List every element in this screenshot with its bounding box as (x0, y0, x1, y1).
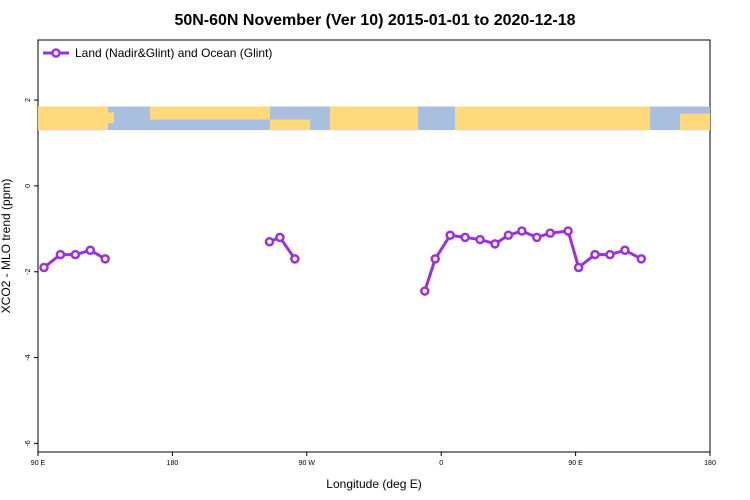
map-land-region (150, 106, 270, 120)
x-axis-label: Longitude (deg E) (326, 477, 421, 491)
series-layer (39, 226, 647, 296)
data-point (590, 249, 600, 260)
data-point (85, 245, 96, 256)
legend-entry-label: Land (Nadir&Glint) and Ocean (Glint) (75, 46, 272, 60)
data-point (490, 239, 500, 249)
map-land-region (455, 106, 650, 131)
data-point (545, 228, 555, 238)
data-point (55, 249, 66, 260)
data-point (475, 234, 485, 245)
x-tick-label: 90 W (299, 460, 316, 467)
data-point (636, 254, 647, 264)
chart-title: 50N-60N November (Ver 10) 2015-01-01 to … (174, 12, 575, 29)
x-tick-label: 180 (704, 460, 716, 467)
data-point (460, 232, 470, 243)
world-map-strip (38, 106, 710, 131)
map-land-region (330, 106, 418, 131)
y-tick-label: 0 (25, 184, 32, 188)
legend: Land (Nadir&Glint) and Ocean (Glint) (43, 46, 272, 60)
y-axis: 2 0 -2 -4 -6 (25, 98, 38, 447)
data-point (445, 230, 455, 241)
data-point (532, 232, 542, 243)
x-tick-label: 0 (439, 460, 443, 467)
plot-frame (37, 39, 711, 453)
map-land-region (270, 119, 310, 131)
data-point (563, 226, 573, 236)
map-land-region (38, 106, 108, 131)
y-tick-label: -4 (25, 354, 32, 360)
data-point (39, 262, 49, 273)
map-land-region (680, 113, 710, 131)
y-tick-label: 2 (25, 98, 32, 102)
data-point (517, 226, 527, 236)
x-axis: 90 E 180 90 W 0 90 E 180 (31, 452, 716, 467)
y-tick-label: -6 (25, 440, 32, 446)
data-point (100, 254, 110, 264)
x-tick-label: 90 E (568, 460, 583, 467)
data-point (420, 286, 430, 296)
data-point (620, 245, 630, 256)
series-line (423, 229, 643, 292)
y-axis-label: XCO2 - MLO trend (ppm) (0, 179, 13, 314)
data-point (430, 254, 440, 264)
data-point (573, 262, 584, 273)
y-tick-label: -2 (25, 269, 32, 275)
x-tick-label: 180 (167, 460, 179, 467)
legend-marker-swatch (51, 48, 61, 58)
map-land-region (108, 112, 114, 124)
x-tick-label: 90 E (31, 460, 46, 467)
data-point (70, 249, 81, 260)
data-point (503, 230, 514, 241)
data-point (275, 232, 285, 243)
data-point (290, 254, 300, 264)
data-point (264, 236, 275, 247)
data-point (605, 249, 615, 260)
